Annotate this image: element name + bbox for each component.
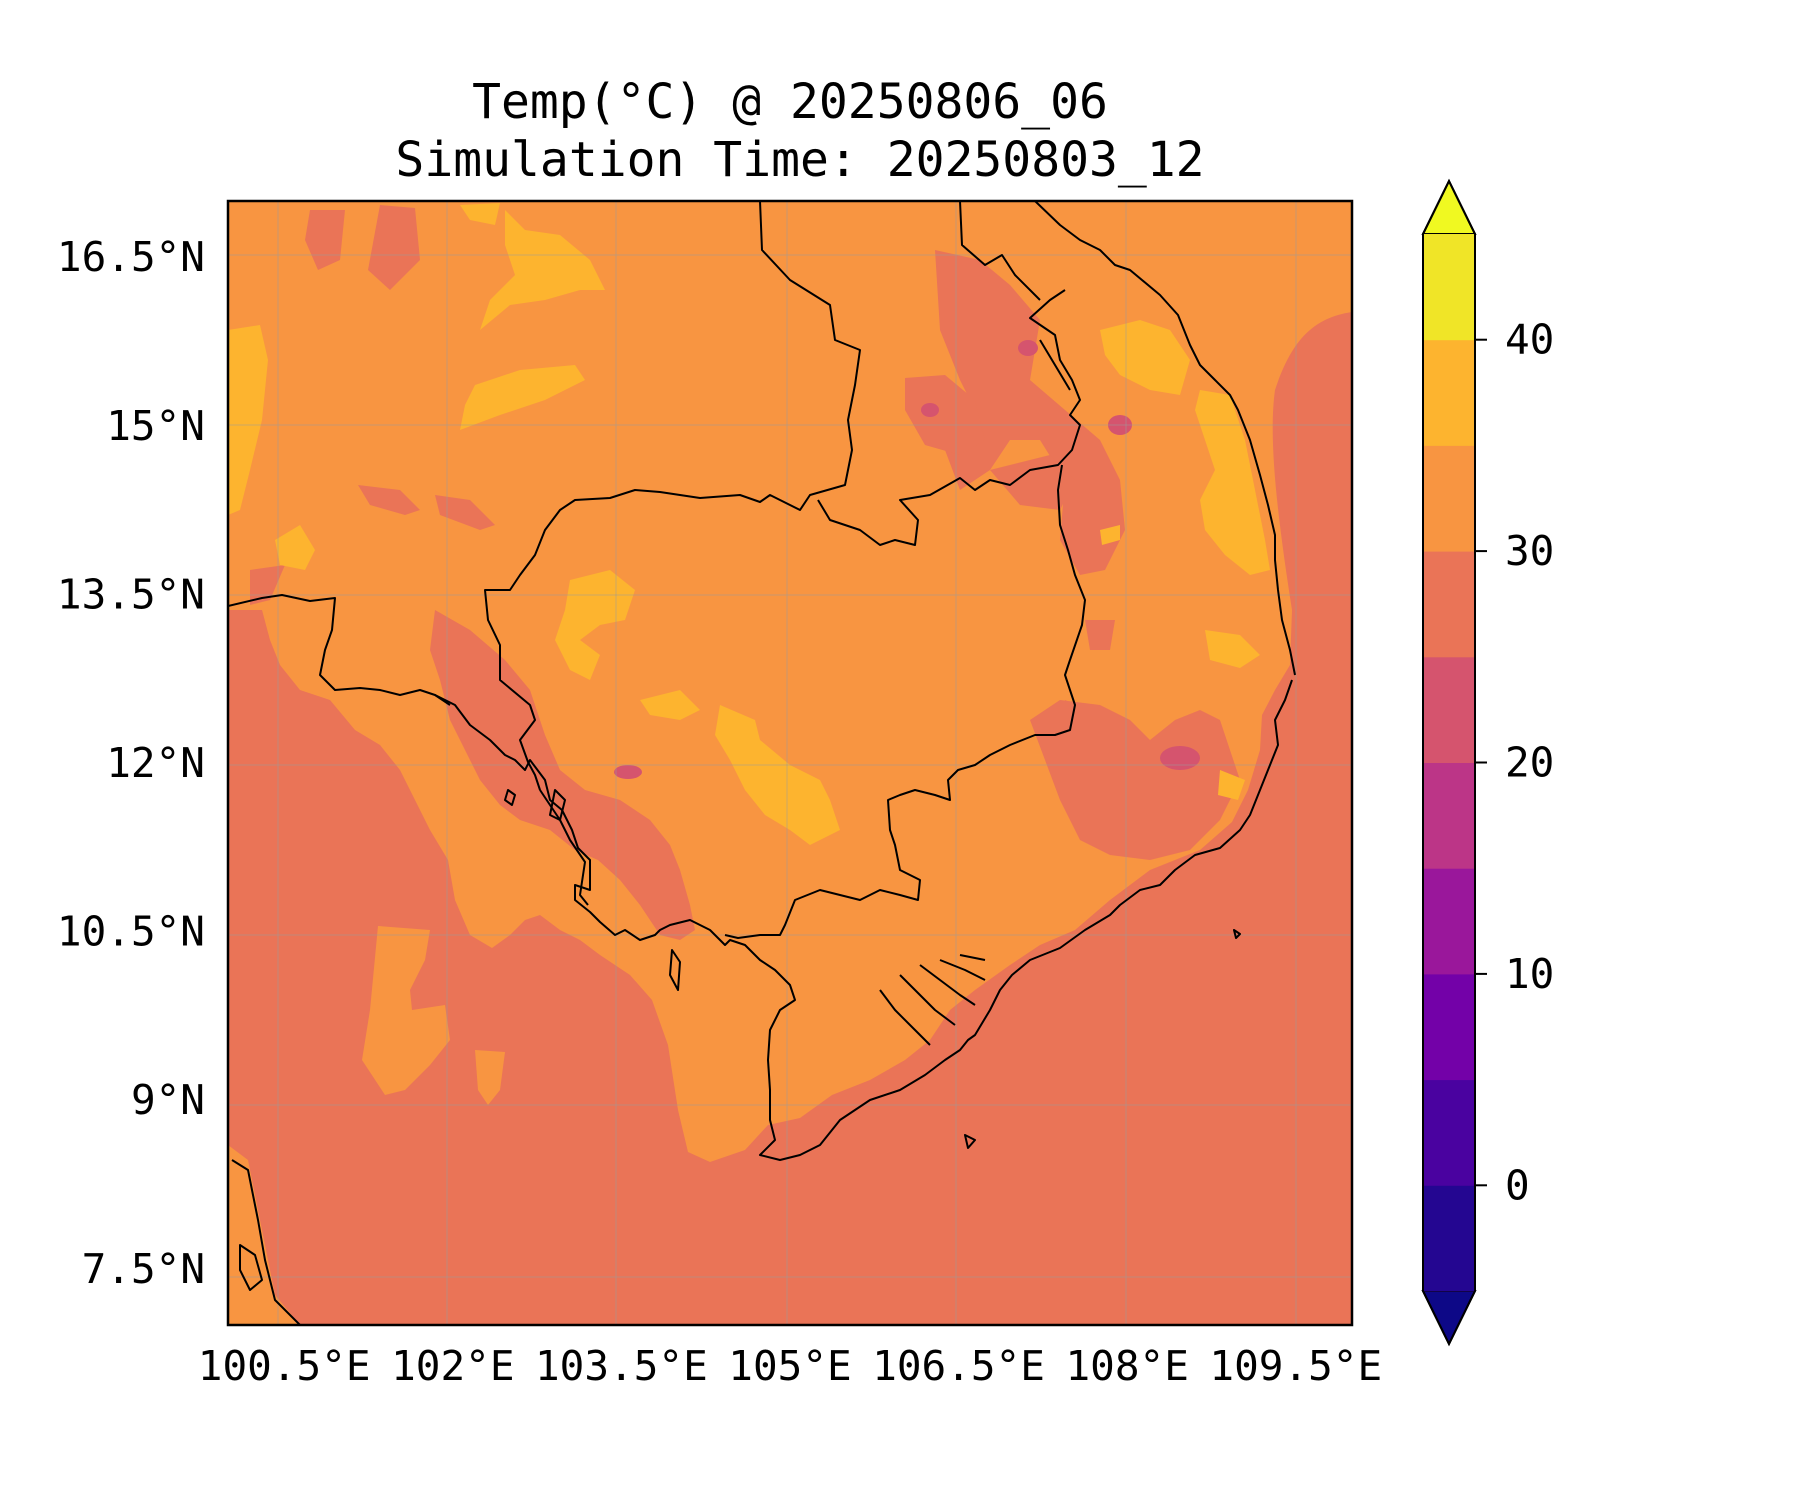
latitude-tick-label: 10.5°N bbox=[57, 908, 205, 956]
colorbar-under-extension bbox=[1421, 1290, 1477, 1347]
colorbar-tick-label: 20 bbox=[1505, 739, 1554, 787]
colorbar-band bbox=[1423, 1079, 1475, 1186]
longitude-tick-label: 105°E bbox=[728, 1342, 851, 1390]
coastline-gulf-of-thailand bbox=[434, 679, 1293, 1161]
map-title-line-1: Temp(°C) @ 20250806_06 bbox=[472, 74, 1108, 130]
temperature-colorbar: 0 10 20 30 40 bbox=[1421, 178, 1554, 1347]
longitude-ticks: 100.5°E 102°E 103.5°E 105°E 106.5°E 108°E 109.… bbox=[198, 1342, 1382, 1390]
latitude-tick-label: 13.5°N bbox=[57, 570, 205, 618]
coastline-southwest-peninsula bbox=[231, 1159, 301, 1325]
colorbar-bands bbox=[1423, 234, 1475, 1292]
colorbar-outline bbox=[1422, 178, 1476, 1347]
colorbar-tick-label: 0 bbox=[1505, 1161, 1530, 1209]
longitude-tick-label: 102°E bbox=[391, 1342, 514, 1390]
colorbar-band bbox=[1423, 445, 1475, 552]
latitude-ticks: 16.5°N 15°N 13.5°N 12°N 10.5°N 9°N 7.5°N bbox=[57, 233, 205, 1293]
longitude-tick-label: 108°E bbox=[1065, 1342, 1188, 1390]
colorbar-band bbox=[1423, 762, 1475, 869]
longitude-tick-label: 106.5°E bbox=[872, 1342, 1045, 1390]
colorbar-band bbox=[1423, 1185, 1475, 1292]
colorbar-tick-label: 40 bbox=[1505, 316, 1554, 364]
warm-patch-sea-small bbox=[475, 1050, 505, 1105]
colorbar-band bbox=[1423, 551, 1475, 658]
colorbar-ticks: 0 10 20 30 40 bbox=[1475, 316, 1554, 1209]
island-outlines bbox=[239, 789, 1241, 1291]
map-gridlines bbox=[228, 201, 1352, 1325]
coastlines-and-borders bbox=[228, 201, 1296, 1325]
colorbar-tick-label: 30 bbox=[1505, 527, 1554, 575]
latitude-tick-label: 9°N bbox=[131, 1076, 205, 1124]
colorbar-band bbox=[1423, 868, 1475, 975]
country-borders bbox=[228, 201, 1296, 939]
latitude-tick-label: 15°N bbox=[106, 402, 205, 450]
coastline-mekong-delta bbox=[879, 954, 986, 1046]
colorbar-over-extension bbox=[1421, 178, 1477, 235]
cool-patches bbox=[250, 205, 1240, 940]
latitude-tick-label: 7.5°N bbox=[82, 1245, 205, 1293]
longitude-tick-label: 103.5°E bbox=[535, 1342, 708, 1390]
colorbar-band bbox=[1423, 234, 1475, 341]
map-panel bbox=[228, 201, 1352, 1325]
longitude-tick-label: 100.5°E bbox=[198, 1342, 371, 1390]
hot-patches bbox=[228, 203, 1270, 845]
latitude-tick-label: 12°N bbox=[106, 739, 205, 787]
longitude-tick-label: 109.5°E bbox=[1209, 1342, 1382, 1390]
colorbar-tick-label: 10 bbox=[1505, 950, 1554, 998]
map-frame bbox=[226, 199, 1354, 1327]
colorbar-band bbox=[1423, 973, 1475, 1081]
colorbar-band bbox=[1423, 656, 1475, 763]
colorbar-band bbox=[1423, 339, 1475, 446]
cool-spots bbox=[614, 340, 1200, 779]
latitude-tick-label: 16.5°N bbox=[57, 233, 205, 281]
map-title-line-2: Simulation Time: 20250803_12 bbox=[395, 132, 1204, 188]
warm-patch-sea bbox=[362, 926, 450, 1095]
